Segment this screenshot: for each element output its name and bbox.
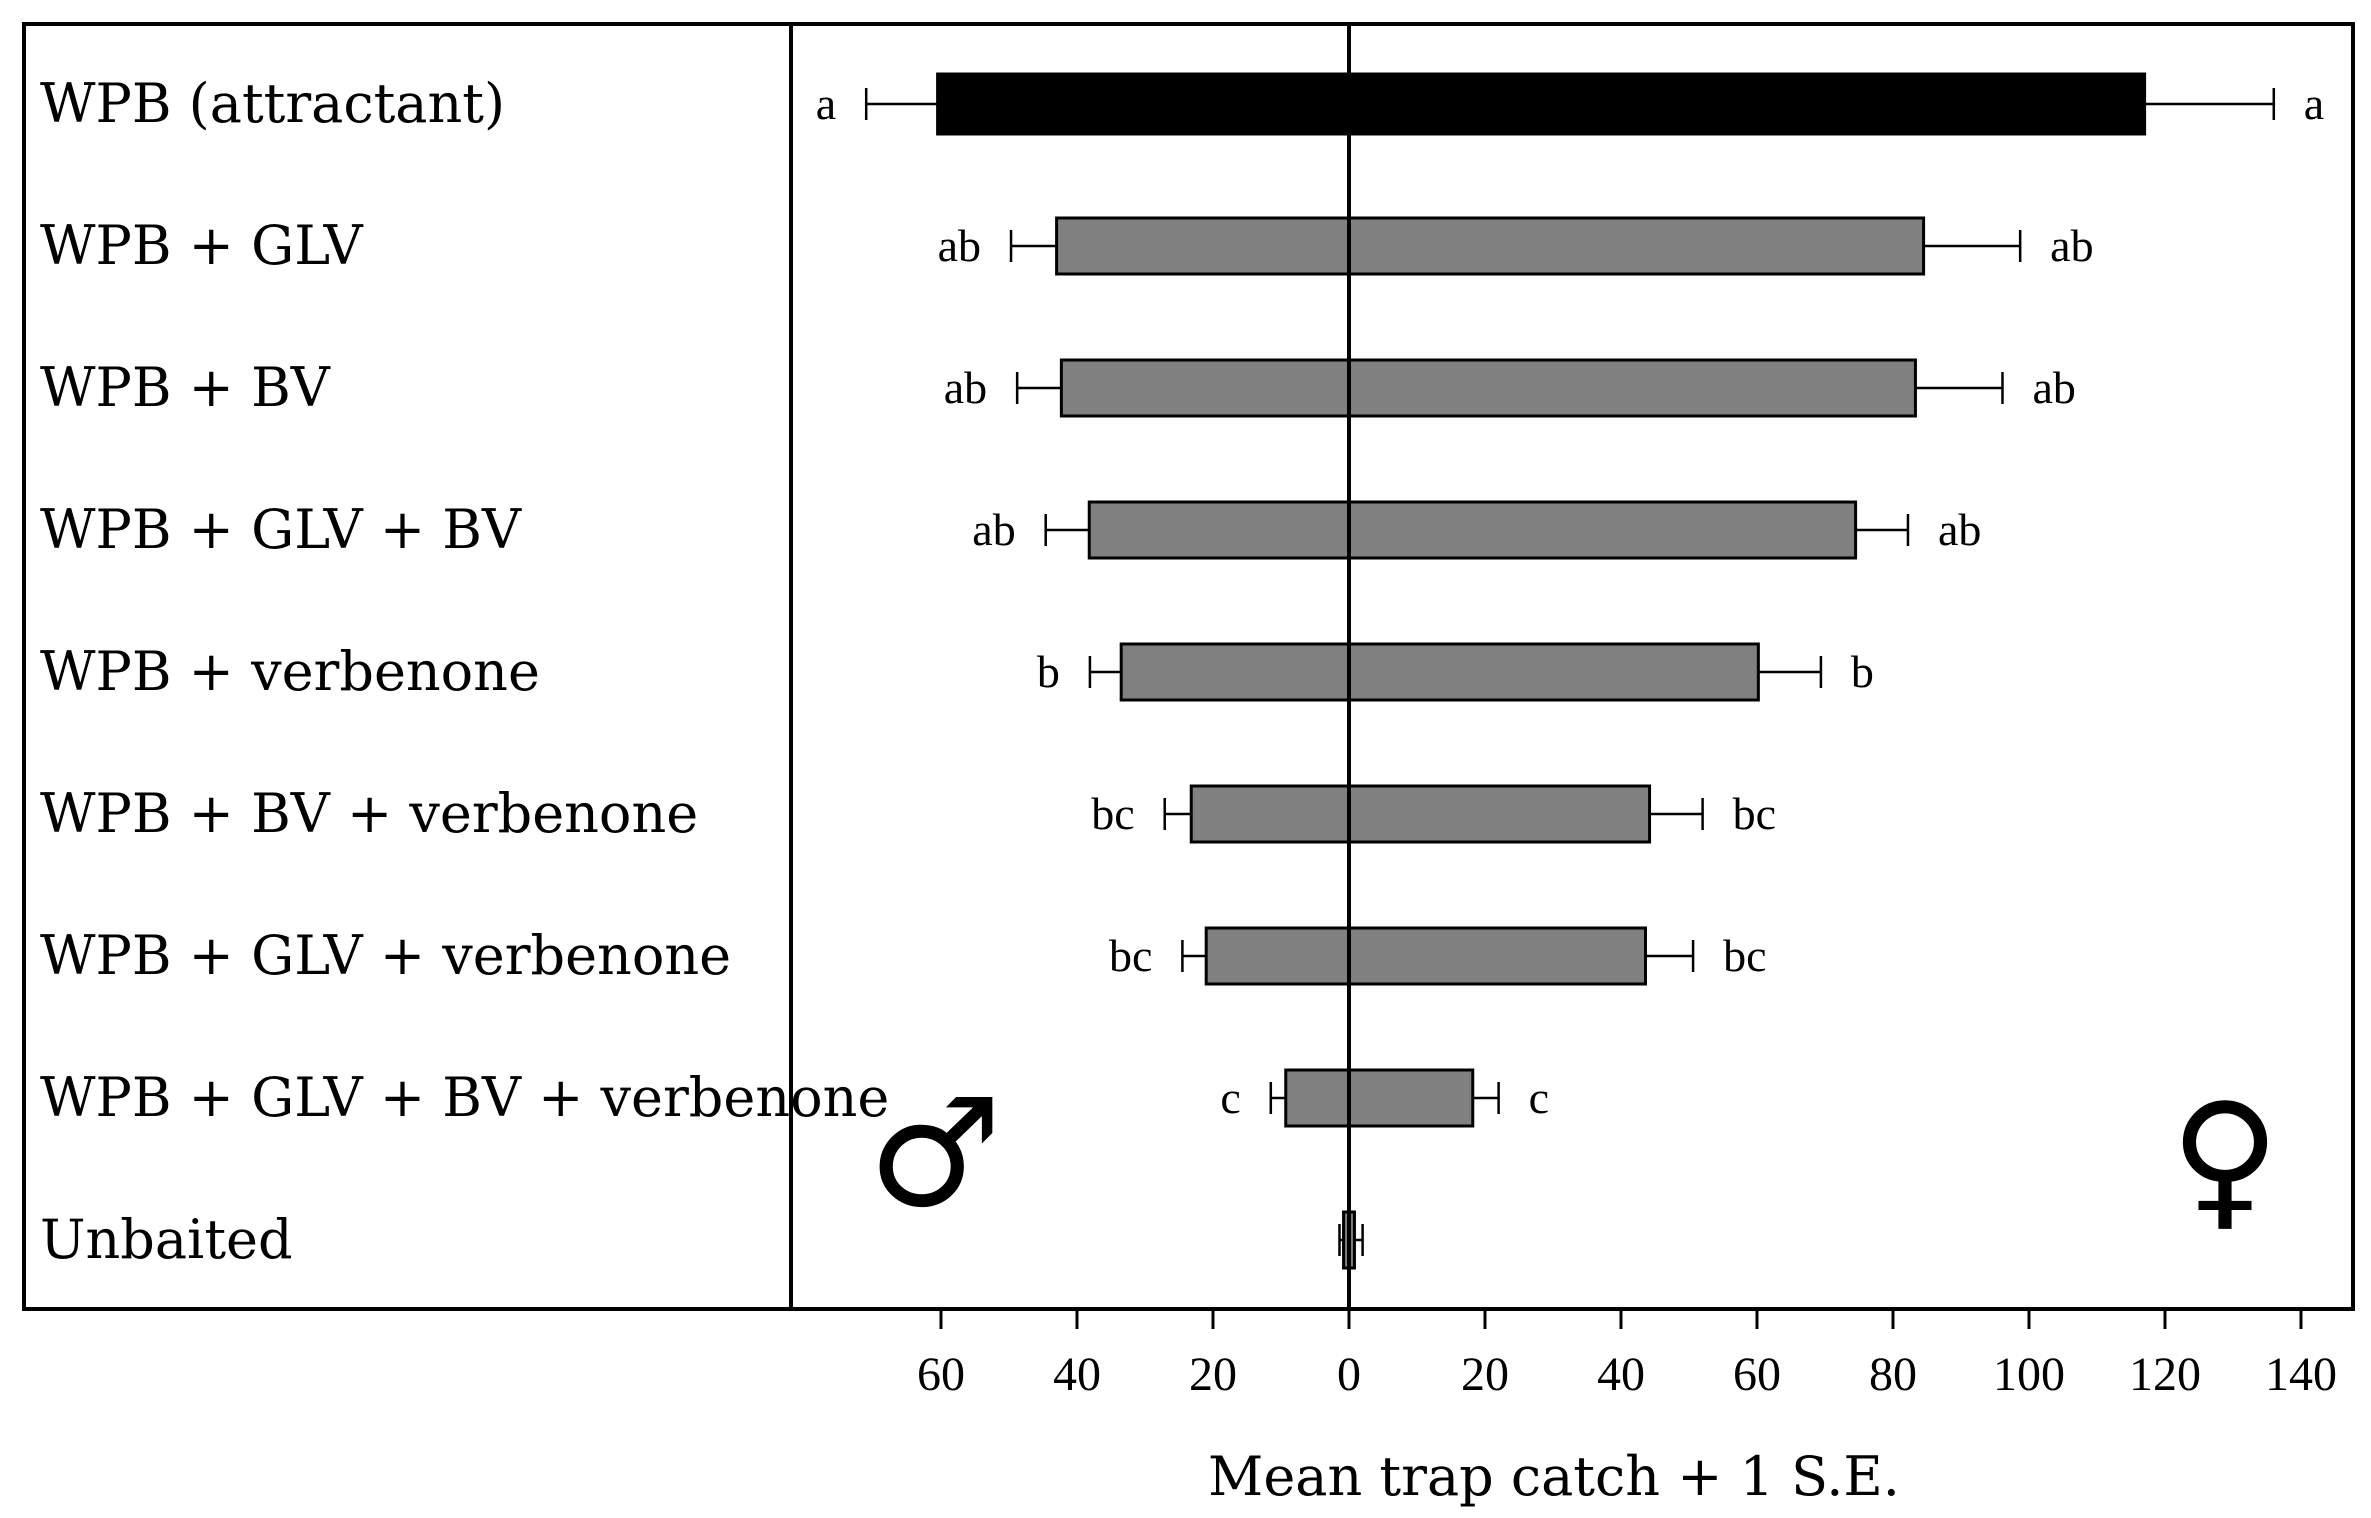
treatment-label: WPB + GLV + BV + verbenone — [40, 1066, 889, 1129]
female-significance-letter: ab — [1938, 504, 1981, 555]
male-bar — [1189, 784, 1351, 844]
x-tick-label: 100 — [1993, 1348, 2065, 1401]
x-tick-label: 20 — [1189, 1348, 1237, 1401]
male-bar — [1055, 216, 1351, 276]
treatment-label: WPB + GLV + BV — [40, 498, 522, 561]
x-tick-label: 140 — [2265, 1348, 2337, 1401]
female-significance-letter: c — [1529, 1072, 1549, 1123]
female-bar — [1347, 358, 1917, 418]
female-bar — [1347, 784, 1652, 844]
significance-letters: a a ab ab ab ab ab ab b b bc bc bc bc c c — [816, 78, 2324, 1123]
treatment-label: WPB (attractant) — [40, 72, 505, 135]
female-bar — [1347, 926, 1647, 986]
male-bar — [1284, 1068, 1351, 1128]
treatment-label: WPB + verbenone — [40, 640, 540, 703]
male-significance-letter: bc — [1109, 930, 1152, 981]
male-bar — [1087, 500, 1351, 560]
female-significance-letter: bc — [1723, 930, 1766, 981]
outer-frame — [22, 22, 2355, 1311]
female-significance-letter: a — [2304, 78, 2324, 129]
male-significance-letter: ab — [972, 504, 1015, 555]
treatment-label: WPB + GLV — [40, 214, 364, 277]
x-axis-title: Mean trap catch + 1 S.E. — [1208, 1445, 1900, 1508]
male-symbol-icon: ♂ — [868, 1067, 1002, 1241]
x-tick-label: 80 — [1869, 1348, 1917, 1401]
female-significance-letter: b — [1851, 646, 1874, 697]
male-significance-letter: a — [816, 78, 836, 129]
female-bar — [1347, 72, 2147, 136]
male-bar — [1204, 926, 1351, 986]
treatment-label: WPB + GLV + verbenone — [40, 924, 731, 987]
treatment-label: WPB + BV — [40, 356, 331, 419]
female-significance-letter: ab — [2050, 220, 2093, 271]
male-significance-letter: b — [1037, 646, 1060, 697]
male-significance-letter: ab — [944, 362, 987, 413]
x-tick-label: 20 — [1461, 1348, 1509, 1401]
male-significance-letter: bc — [1091, 788, 1134, 839]
x-tick-label: 60 — [1733, 1348, 1781, 1401]
x-tick-label: 40 — [1597, 1348, 1645, 1401]
female-significance-letter: ab — [2032, 362, 2075, 413]
male-significance-letter: ab — [938, 220, 981, 271]
x-tick-label: 120 — [2129, 1348, 2201, 1401]
treatment-labels: WPB (attractant) WPB + GLV WPB + BV WPB + G… — [40, 72, 889, 1271]
x-tick-label: 40 — [1053, 1348, 1101, 1401]
treatment-label: Unbaited — [40, 1208, 293, 1271]
female-bar — [1347, 642, 1760, 702]
x-tick-label: 0 — [1337, 1348, 1361, 1401]
male-bar — [1119, 642, 1351, 702]
male-bar — [936, 72, 1351, 136]
treatment-label: WPB + BV + verbenone — [40, 782, 698, 845]
x-axis-ticks: 60 40 20 0 20 40 60 80 100 120 140 — [917, 1309, 2337, 1401]
female-bar — [1347, 500, 1858, 560]
female-symbol-icon: ♀ — [2170, 1072, 2280, 1246]
female-bar — [1347, 1068, 1475, 1128]
male-bar — [1059, 358, 1351, 418]
error-bars — [864, 88, 2276, 1256]
female-bar — [1347, 216, 1926, 276]
x-tick-label: 60 — [917, 1348, 965, 1401]
female-significance-letter: bc — [1733, 788, 1776, 839]
male-significance-letter: c — [1220, 1072, 1240, 1123]
